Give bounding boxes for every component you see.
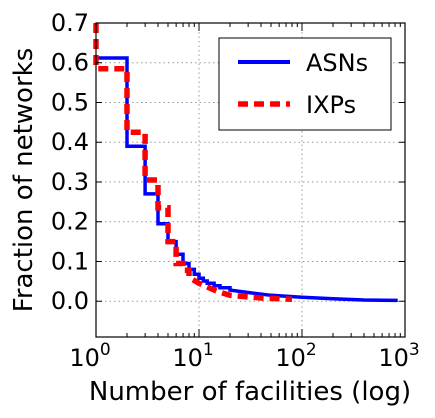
ticks (95, 22, 406, 337)
series-layer (93, 23, 398, 303)
y-tick-label: 0.1 (51, 247, 89, 275)
x-tick-label: 100 (69, 340, 110, 372)
legend-label-asns: ASNs (306, 49, 368, 77)
x-tick-label: 101 (172, 340, 213, 372)
series-line-ixps (93, 23, 293, 302)
y-tick-label: 0.7 (51, 9, 89, 37)
y-tick-label: 0.0 (51, 287, 89, 315)
y-tick-label: 0.6 (51, 49, 89, 77)
x-tick-label: 102 (275, 340, 316, 372)
y-axis-label: Fraction of networks (9, 48, 39, 313)
y-tick-label: 0.5 (51, 88, 89, 116)
series-line-asns (96, 56, 398, 303)
y-tick-label: 0.3 (51, 168, 89, 196)
y-tick-label: 0.4 (51, 128, 89, 156)
y-tick-label: 0.2 (51, 208, 89, 236)
plot-frame (95, 22, 406, 338)
x-tick-labels: 100 101 102 103 (69, 340, 419, 372)
legend: ASNs IXPs (218, 37, 392, 131)
legend-label-ixps: IXPs (306, 91, 356, 119)
x-axis-label: Number of facilities (log) (89, 377, 411, 407)
legend-box (218, 37, 392, 131)
y-tick-labels: 0.0 0.1 0.2 0.3 0.4 0.5 0.6 0.7 (51, 9, 89, 315)
x-tick-label: 103 (378, 340, 419, 372)
